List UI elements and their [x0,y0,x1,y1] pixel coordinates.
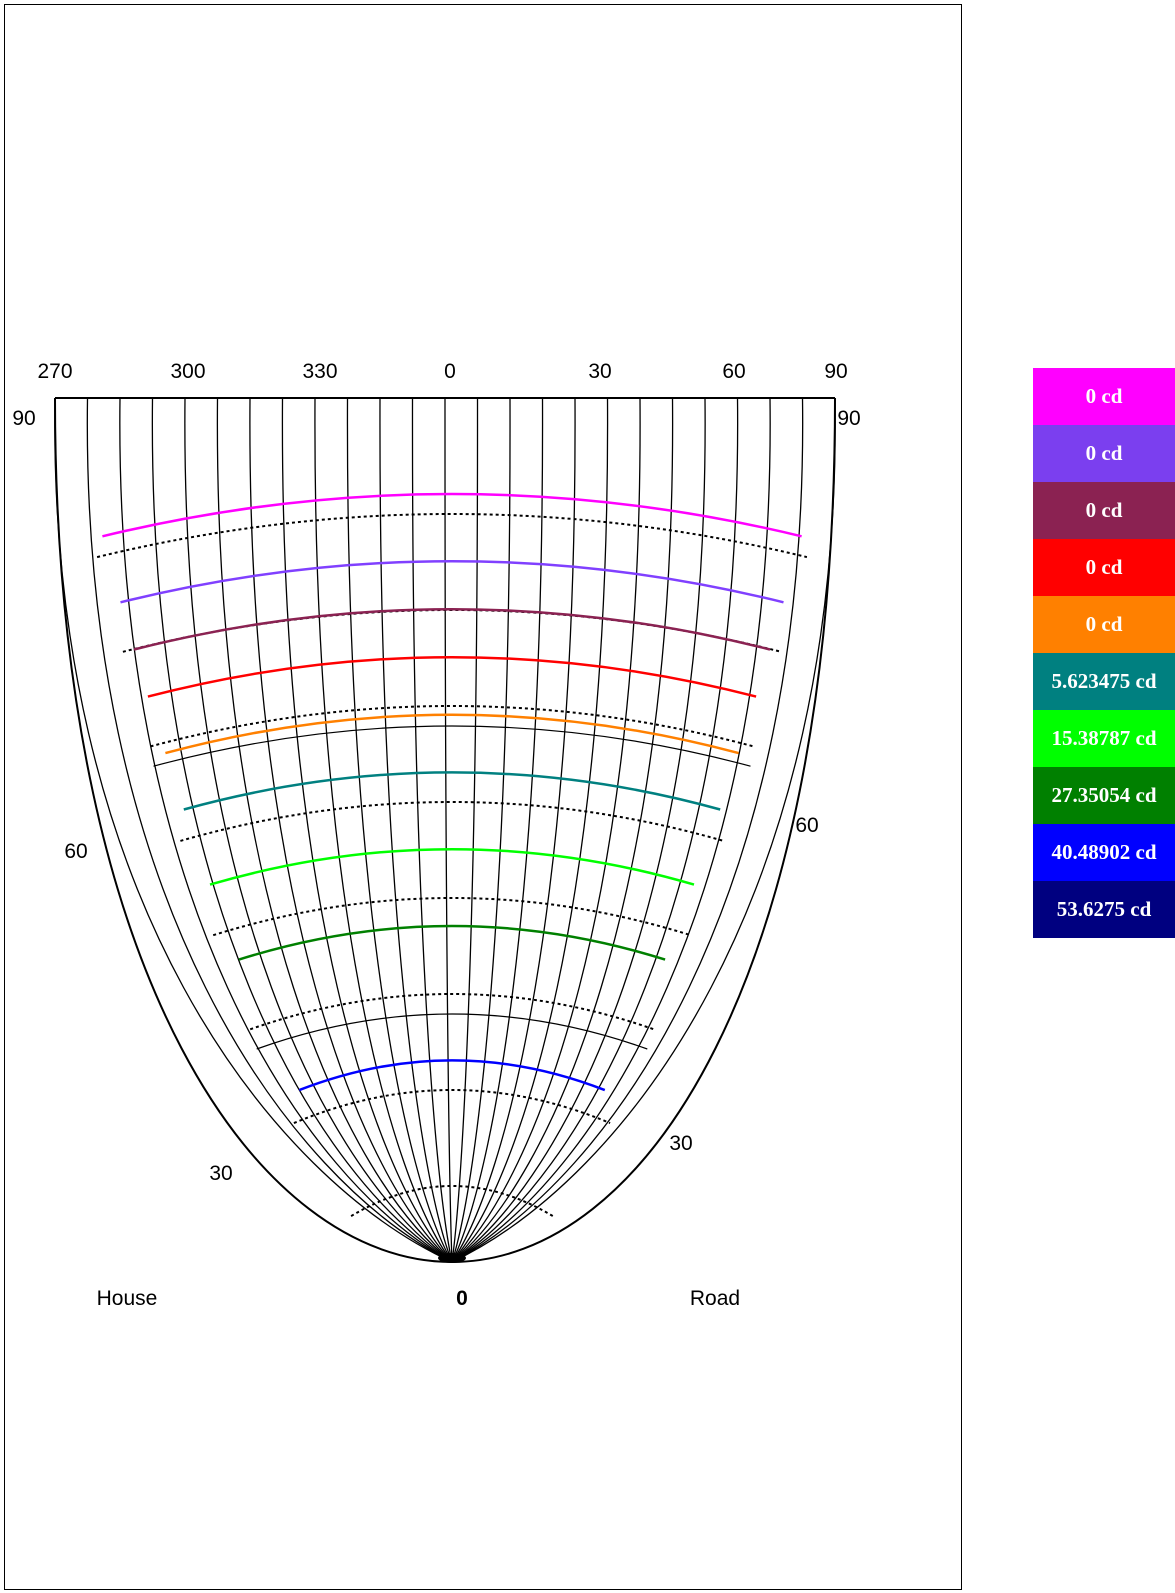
meridian-line [184,397,453,1263]
parallel-line-60 [153,725,751,767]
parallel-line-30 [256,1013,648,1050]
legend-item: 0 cd [1033,596,1175,653]
legend-item: 0 cd [1033,425,1175,482]
top-tick-label: 60 [722,360,745,383]
chart-frame [4,4,962,1590]
legend-item: 0 cd [1033,368,1175,425]
isocandela-contour [133,607,771,651]
dotted-parallel [249,993,655,1031]
angle-label-left-top: 90 [12,407,35,430]
isocandela-contour [147,656,757,698]
meridian-line [314,397,453,1263]
meridian-line [249,397,453,1263]
angle-label-right-top: 90 [837,407,860,430]
side-label-house: House [97,1287,158,1310]
isocandela-contour [298,1059,606,1092]
legend: 0 cd 0 cd 0 cd 0 cd 0 cd 5.623475 cd 15.38787 … [1033,368,1175,938]
plot-origin [438,1253,466,1263]
meridian-line [451,397,609,1263]
grid-lines [54,397,836,1264]
meridian-line [451,397,511,1263]
isocandela-contour [165,713,739,755]
dotted-parallel [293,1089,611,1125]
side-label-road: Road [690,1287,740,1310]
meridian-line [119,397,453,1263]
meridian-line [346,397,453,1263]
meridian-line [379,397,453,1263]
dotted-parallel [350,1185,554,1217]
top-tick-label: 330 [302,360,337,383]
angle-label-right-60: 60 [795,814,818,837]
legend-item: 40.48902 cd [1033,824,1175,881]
meridian-line [451,397,706,1263]
dotted-parallel [150,705,754,748]
top-tick-label: 0 [444,360,456,383]
meridian-line [451,397,479,1263]
isocandela-contour [238,924,666,961]
legend-item: 15.38787 cd [1033,710,1175,767]
dotted-parallel [96,513,808,559]
angle-label-right-30: 30 [669,1132,692,1155]
dotted-parallel [212,897,692,937]
angle-label-bottom: 0 [456,1287,468,1310]
isocandela-plot: 270 300 330 0 30 60 90 90 90 60 60 30 30… [12,360,860,1310]
meridian-line [411,397,453,1263]
legend-item: 0 cd [1033,482,1175,539]
legend-item: 27.35054 cd [1033,767,1175,824]
meridian-line [451,397,804,1263]
top-tick-label: 300 [170,360,205,383]
top-tick-label: 270 [37,360,72,383]
meridian-line [54,397,453,1263]
meridian-line [451,397,641,1263]
angle-label-left-30: 30 [209,1162,232,1185]
meridian-line [451,397,836,1263]
meridian-line [86,397,453,1263]
angle-label-left-60: 60 [64,840,87,863]
top-tick-label: 90 [824,360,847,383]
isocandela-contour [209,848,695,886]
isocandela-contours [102,492,802,1092]
meridian-line [151,397,453,1263]
meridian-line [451,397,544,1263]
legend-item: 5.623475 cd [1033,653,1175,710]
top-tick-label: 30 [588,360,611,383]
meridian-line [451,397,674,1263]
meridian-line [444,397,453,1263]
isocandela-contour [183,771,721,811]
meridian-line [451,397,739,1263]
isocandela-contour [120,560,784,604]
meridian-line [216,397,453,1263]
legend-item: 0 cd [1033,539,1175,596]
meridian-line [451,397,576,1263]
meridian-line [451,397,771,1263]
isocandela-contour [102,492,802,538]
legend-item: 53.6275 cd [1033,881,1175,938]
meridian-line [281,397,453,1263]
